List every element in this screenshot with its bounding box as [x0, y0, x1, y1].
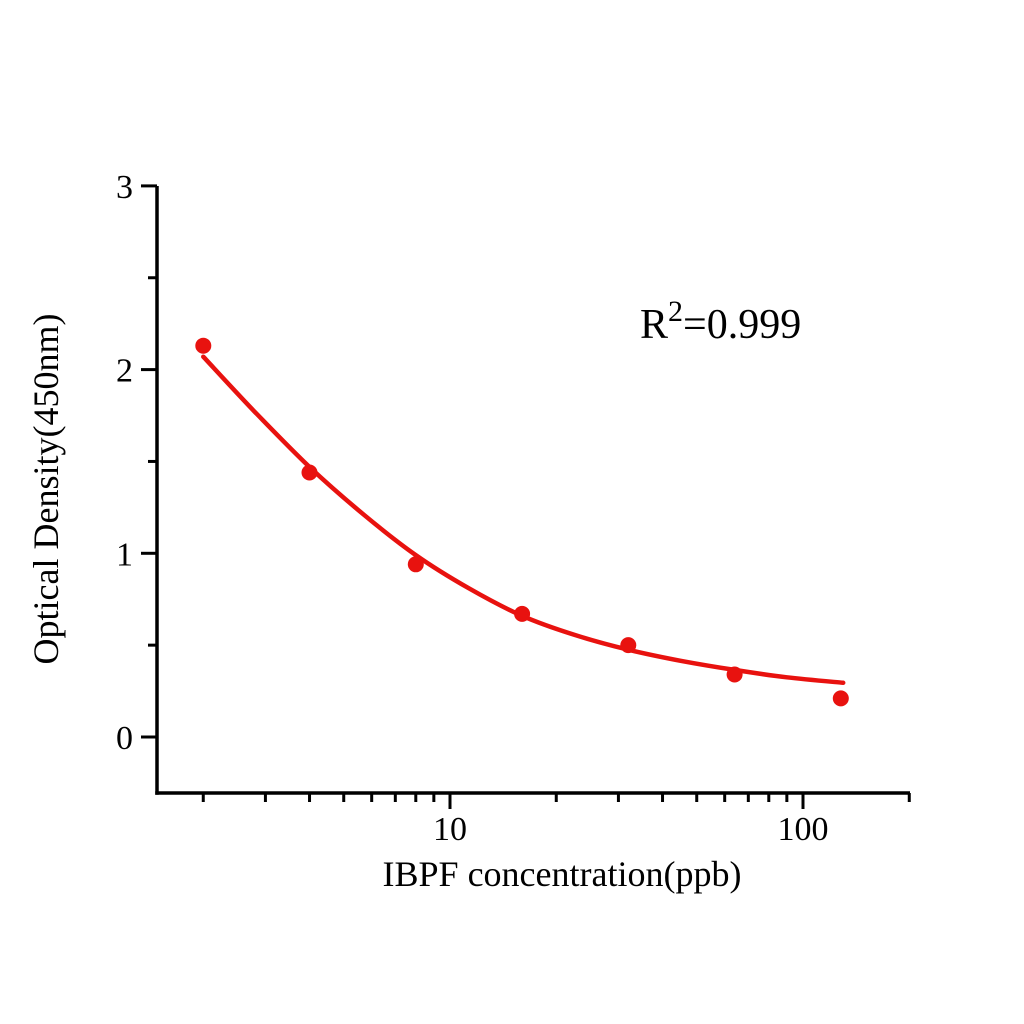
y-tick-label: 3 — [116, 169, 133, 206]
y-tick-label: 2 — [116, 353, 133, 390]
x-axis-title: IBPF concentration(ppb) — [383, 854, 742, 894]
data-point — [407, 556, 424, 573]
data-point — [832, 690, 849, 707]
y-axis-title: Optical Density(450nm) — [26, 314, 66, 665]
x-tick-label: 10 — [433, 811, 467, 848]
y-tick-label: 1 — [116, 536, 133, 573]
data-point — [726, 666, 743, 683]
r-squared-annotation: R2=0.999 — [640, 295, 801, 348]
data-point — [620, 637, 637, 654]
data-point — [195, 337, 212, 354]
plot-area: 0 1 2 3 10 100 — [116, 169, 911, 848]
data-point — [301, 464, 318, 481]
data-point — [514, 605, 531, 622]
fit-curve — [201, 354, 846, 686]
y-tick-label: 0 — [116, 720, 133, 757]
x-tick-label: 100 — [778, 811, 829, 848]
